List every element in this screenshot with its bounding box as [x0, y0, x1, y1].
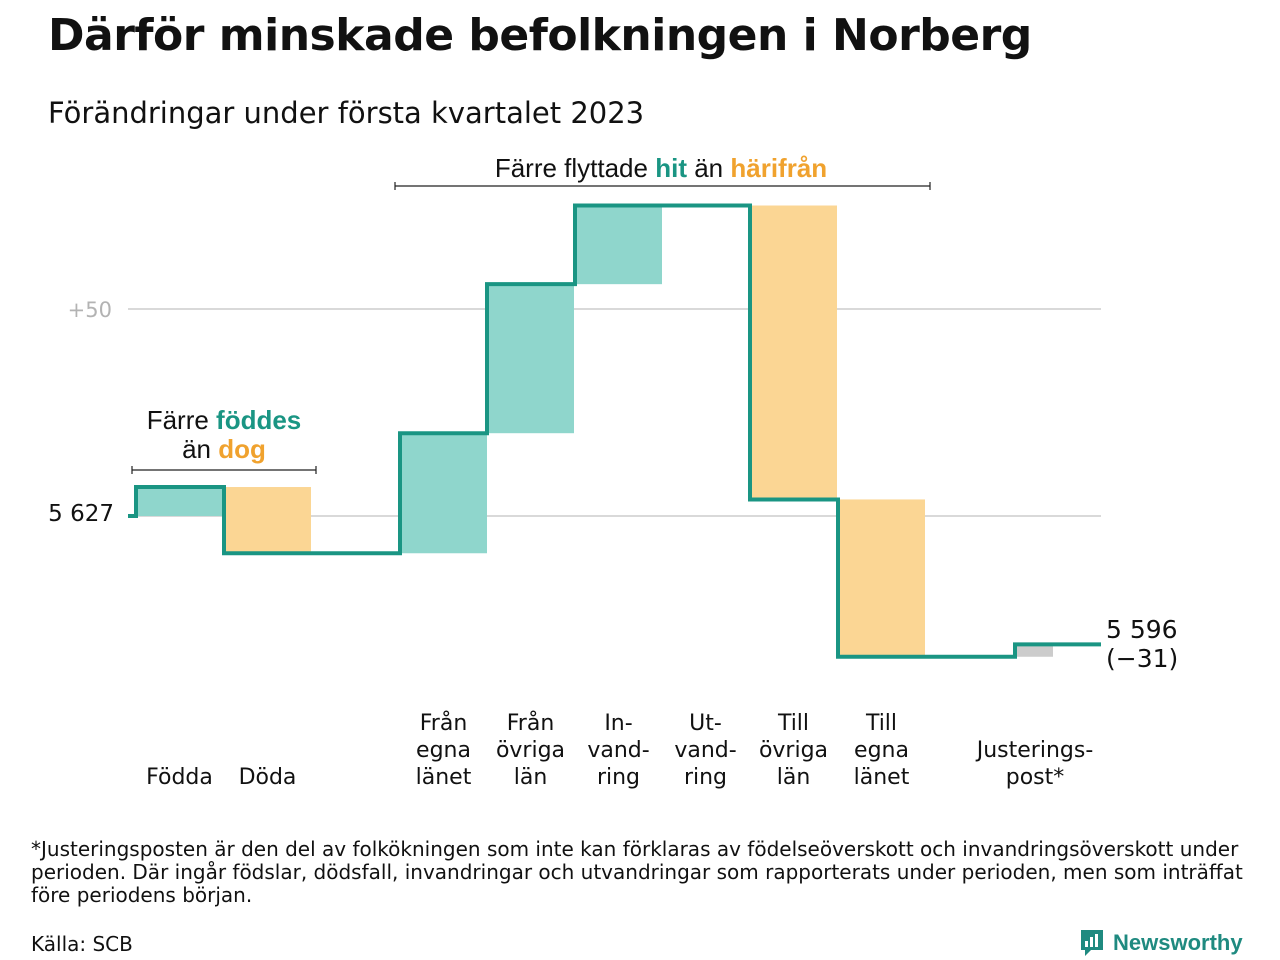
waterfall-chart: Födda Döda Från egna länet Från övriga län In-va…: [48, 153, 1178, 790]
end-change-label: (−31): [1106, 644, 1178, 673]
source-label: Källa: SCB: [31, 932, 133, 956]
end-value-label: 5 596: [1106, 615, 1178, 644]
brand-name: Newsworthy: [1113, 930, 1243, 955]
category-label-invandring: In-vand-ring: [587, 711, 649, 790]
migration-annotation-hit: hit: [655, 153, 687, 183]
bar-invandring: [575, 205, 662, 285]
births-annotation-highlight: föddes: [216, 405, 301, 435]
gridline-label-plus50: +50: [68, 298, 112, 322]
bar-justeringspost: [1015, 644, 1053, 657]
category-label-fran-egna-lanet: Från egna länet: [416, 710, 472, 790]
step-line: [128, 203, 1101, 659]
migration-annotation-text-2: än: [687, 153, 730, 183]
bar-doda: [224, 487, 311, 554]
category-label-till-egna-lanet: Till egna länet: [854, 711, 910, 790]
chart-title: Därför minskade befolkningen i Norberg: [48, 10, 1032, 61]
category-label-fran-ovriga-lan: Från övriga län: [496, 710, 565, 790]
migration-annotation-harifran: härifrån: [730, 153, 827, 183]
svg-text:än dog: än dog: [182, 434, 266, 464]
category-label-utvandring: Ut-vand-ring: [674, 711, 736, 790]
bar-till-egna-lanet: [838, 499, 925, 657]
svg-text:Färre flyttade hit än härifrån: Färre flyttade hit än härifrån: [495, 153, 827, 183]
brand-logo: Newsworthy: [1079, 928, 1243, 958]
bar-fran-ovriga-lan: [487, 284, 574, 434]
migration-annotation: Färre flyttade hit än härifrån: [394, 153, 931, 190]
category-label-justeringspost: Justerings-post*: [975, 738, 1094, 790]
newsworthy-logo-icon: [1081, 930, 1103, 956]
bar-till-ovriga-lan: [750, 205, 837, 500]
category-label-till-ovriga-lan: Till övriga län: [759, 711, 828, 790]
svg-text:Färre föddes: Färre föddes: [147, 405, 302, 435]
category-label-doda: Döda: [239, 765, 297, 790]
births-annotation-text: Färre: [147, 405, 216, 435]
bar-fodda: [136, 487, 223, 516]
deaths-annotation-highlight: dog: [218, 434, 266, 464]
migration-annotation-text: Färre flyttade: [495, 153, 655, 183]
start-value-label: 5 627: [48, 501, 114, 527]
births-annotation-text-2: än: [182, 434, 218, 464]
chart-subtitle: Förändringar under första kvartalet 2023: [48, 96, 645, 130]
bar-fran-egna-lanet: [400, 433, 487, 554]
category-label-fodda: Födda: [146, 765, 213, 790]
footnote: *Justeringsposten är den del av folkökni…: [31, 837, 1243, 907]
births-annotation: Färre föddes än dog: [131, 405, 317, 474]
